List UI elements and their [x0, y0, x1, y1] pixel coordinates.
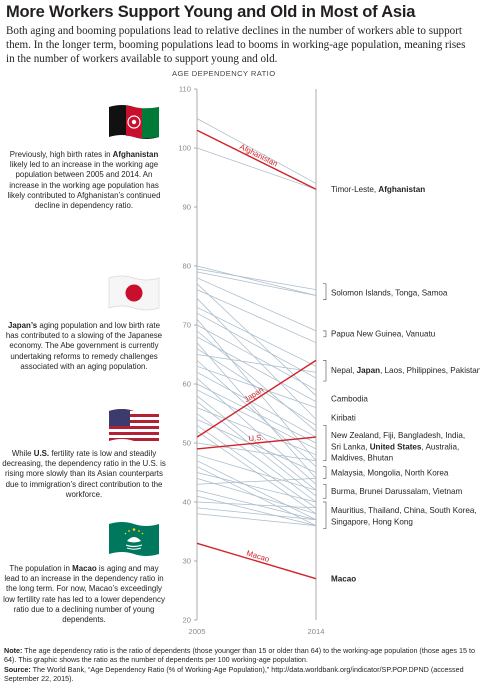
label-bracket: [323, 483, 327, 499]
label-bracket: [323, 466, 327, 479]
series-line-macao: [196, 542, 317, 580]
y-tick-label: 70: [183, 321, 191, 330]
y-tick-label: 20: [183, 616, 191, 625]
series-line-other: [196, 277, 317, 332]
series-line-other: [196, 401, 317, 497]
series-line-other: [196, 265, 317, 296]
series-line-other: [196, 289, 317, 344]
y-tick-label: 40: [183, 498, 191, 507]
label-bracket: [323, 283, 327, 300]
series-line-other: [196, 147, 317, 190]
y-tick-label: 90: [183, 203, 191, 212]
series-line-other: [196, 324, 317, 391]
afghanistan-annotation: Previously, high birth rates in Afghanis…: [7, 150, 161, 211]
series-line-other: [196, 118, 317, 184]
country-group-label: Maldives, Bhutan: [331, 454, 393, 463]
series-line-other: [196, 336, 317, 403]
series-line-other: [196, 424, 317, 509]
macao-flag-icon: [109, 522, 159, 556]
series-line-other: [196, 271, 317, 296]
label-bracket: [323, 501, 327, 529]
us-annotation: While U.S. fertility rate is low and ste…: [2, 449, 166, 499]
series-line-other: [196, 268, 317, 290]
series-line-other: [196, 283, 317, 397]
series-line-other: [196, 371, 317, 438]
series-line-other: [196, 354, 317, 373]
series-line-other: [196, 501, 317, 509]
country-group-label: New Zealand, Fiji, Bangladesh, India,: [331, 431, 465, 440]
series-line-other: [196, 442, 317, 462]
label-bracket: [323, 424, 327, 462]
country-group-label: Papua New Guinea, Vanuatu: [331, 330, 435, 339]
series-line-other: [196, 318, 317, 461]
macao-annotation: The population in Macao is aging and may…: [3, 564, 165, 625]
page-subtitle: Both aging and booming populations lead …: [6, 25, 466, 65]
series-line-other: [196, 407, 317, 456]
footnote-note: Note: The age dependency ratio is the ra…: [4, 646, 475, 665]
afghanistan-flag-icon: [109, 105, 159, 139]
series-line-japan: [196, 359, 317, 438]
series-line-other: [196, 472, 317, 503]
series-line-other: [196, 454, 317, 491]
y-tick-label: 60: [183, 380, 191, 389]
series-line-other: [196, 365, 317, 408]
series-line-other: [196, 507, 317, 521]
x-tick-label: 2014: [308, 627, 325, 636]
series-line-other: [196, 312, 317, 379]
country-group-label: Cambodia: [331, 395, 368, 404]
series-line-other: [196, 342, 317, 479]
y-tick-label: 30: [183, 557, 191, 566]
us-flag-icon: [109, 409, 159, 443]
country-group-label: Kiribati: [331, 413, 356, 422]
y-tick-label: 110: [179, 85, 191, 94]
x-tick-label: 2005: [189, 627, 206, 636]
series-line-other: [196, 513, 317, 526]
country-group-label: Macao: [331, 575, 356, 584]
country-group-label: Solomon Islands, Tonga, Samoa: [331, 288, 448, 297]
y-axis-title: AGE DEPENDENCY RATIO: [172, 69, 276, 78]
country-group-label: Nepal, Japan, Laos, Philippines, Pakista…: [331, 366, 480, 375]
series-line-us: [196, 436, 317, 450]
label-bracket: [323, 360, 327, 382]
y-tick-label: 50: [183, 439, 191, 448]
series-line-other: [196, 460, 317, 521]
y-tick-label: 100: [178, 144, 191, 153]
country-group-label: Burma, Brunei Darussalam, Vietnam: [331, 487, 462, 496]
series-label-us: U.S.: [248, 433, 264, 443]
country-group-label: Sri Lanka, United States, Australia,: [331, 442, 459, 451]
series-line-other: [196, 478, 317, 515]
series-line-other: [196, 306, 317, 367]
footnote-source: Source: The World Bank, “Age Dependency …: [4, 665, 464, 684]
country-group-label: Mauritius, Thailand, China, South Korea,: [331, 506, 477, 515]
series-line-other: [196, 478, 317, 485]
series-line-other: [196, 298, 317, 420]
series-line-other: [196, 419, 317, 473]
country-group-label: Timor-Leste, Afghanistan: [331, 185, 425, 194]
japan-flag-icon: [108, 275, 160, 311]
series-line-other: [196, 495, 317, 526]
label-bracket: [323, 330, 327, 338]
y-tick-label: 80: [183, 262, 191, 271]
series-line-other: [196, 383, 317, 444]
page-title: More Workers Support Young and Old in Mo…: [6, 3, 416, 21]
series-line-afghanistan: [196, 129, 317, 190]
country-group-label: Singapore, Hong Kong: [331, 517, 413, 526]
japan-annotation: Japan’s aging population and low birth r…: [5, 321, 163, 371]
country-group-label: Malaysia, Mongolia, North Korea: [331, 468, 449, 477]
